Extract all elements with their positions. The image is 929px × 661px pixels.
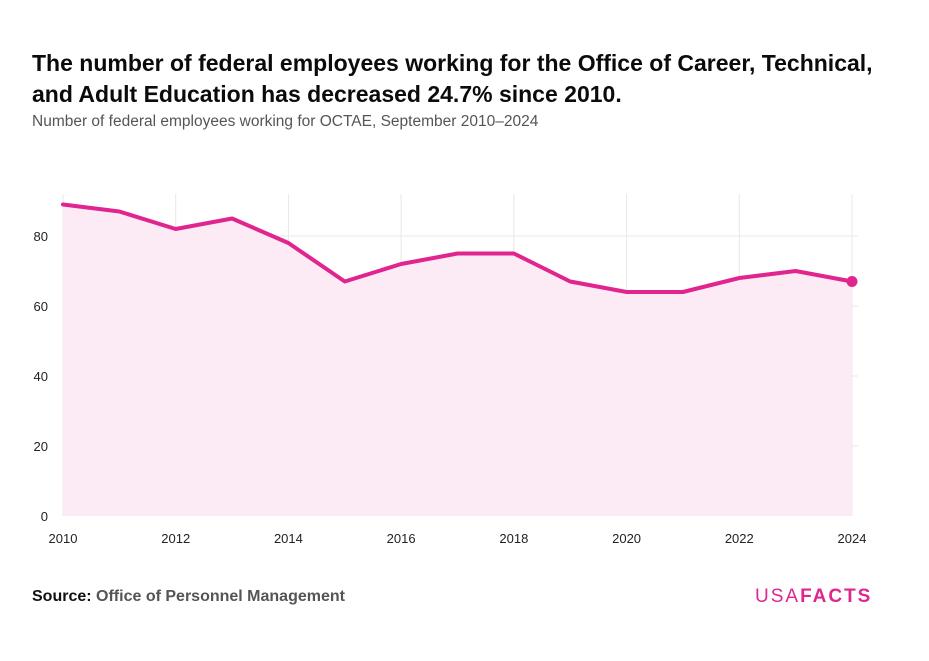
- logo-bold-text: FACTS: [800, 586, 873, 607]
- x-tick-label-2022: 2022: [725, 531, 754, 546]
- y-tick-label-60: 60: [34, 299, 48, 314]
- y-tick-label-40: 40: [34, 369, 48, 384]
- x-tick-label-2018: 2018: [499, 531, 528, 546]
- source-label: Source:: [32, 588, 92, 605]
- source-note: Source: Office of Personnel Management: [32, 588, 345, 606]
- x-tick-label-2010: 2010: [49, 531, 78, 546]
- usafacts-logo: USAFACTS: [755, 586, 872, 608]
- area-fill: [63, 204, 852, 516]
- y-tick-label-80: 80: [34, 229, 48, 244]
- x-tick-label-2014: 2014: [274, 531, 303, 546]
- source-value: Office of Personnel Management: [96, 588, 345, 605]
- area-layer: [63, 204, 852, 516]
- last-data-point: [846, 276, 858, 287]
- axis-labels: 2010 2012 2014 2016 2018 2020 2022 2024 0 20 40 60 8…: [34, 229, 867, 546]
- x-tick-label-2012: 2012: [161, 531, 190, 546]
- x-tick-label-2020: 2020: [612, 531, 641, 546]
- y-tick-label-0: 0: [41, 509, 48, 524]
- x-tick-label-2016: 2016: [387, 531, 416, 546]
- logo-light-text: USA: [755, 586, 801, 607]
- chart-subtitle: Number of federal employees working for …: [32, 113, 539, 130]
- line-layer: [61, 202, 858, 294]
- x-tick-label-2024: 2024: [838, 531, 867, 546]
- series-line: [61, 202, 854, 294]
- y-tick-label-20: 20: [34, 439, 48, 454]
- chart-title: The number of federal employees working …: [32, 50, 873, 107]
